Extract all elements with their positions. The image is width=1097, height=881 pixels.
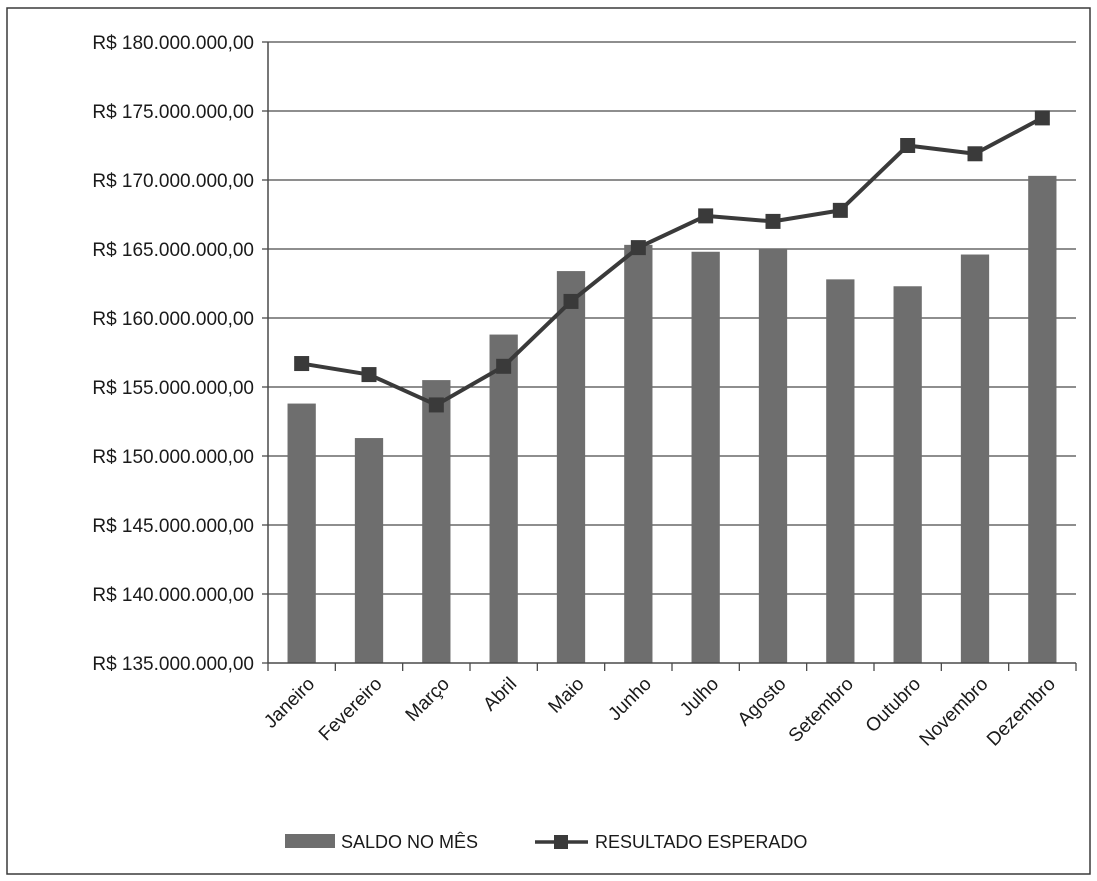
y-tick-label-5: R$ 160.000.000,00 — [92, 309, 254, 330]
y-axis: R$ 135.000.000,00 R$ 140.000.000,00 R$ 145… — [92, 33, 269, 675]
bar-fevereiro — [354, 438, 384, 663]
legend: SALDO NO MÊS RESULTADO ESPERADO — [285, 832, 807, 852]
y-tick-label-7: R$ 170.000.000,00 — [92, 171, 254, 192]
y-tick-label-3: R$ 150.000.000,00 — [92, 447, 254, 468]
bar-outubro — [893, 286, 922, 663]
bar-novembro — [960, 254, 990, 663]
line-marker-dezembro — [1034, 110, 1050, 126]
bar-maio — [556, 271, 586, 663]
line-marker-fevereiro — [361, 367, 377, 383]
bar-junho — [624, 244, 653, 664]
line-marker-setembro — [832, 202, 848, 218]
bar-agosto — [758, 249, 788, 663]
y-tick-label-4: R$ 155.000.000,00 — [92, 378, 254, 399]
line-marker-abril — [496, 358, 512, 374]
line-marker-janeiro — [294, 356, 310, 372]
y-tick-label-8: R$ 175.000.000,00 — [92, 102, 254, 123]
legend-label-saldo-no-mes: SALDO NO MÊS — [341, 832, 478, 852]
line-marker-julho — [698, 208, 714, 224]
legend-marker-resultado-esperado — [554, 835, 568, 849]
legend-swatch-saldo-no-mes — [285, 834, 335, 848]
bar-setembro — [826, 279, 855, 663]
line-marker-outubro — [900, 138, 916, 153]
line-marker-junho — [630, 240, 646, 256]
y-tick-label-1: R$ 140.000.000,00 — [92, 585, 254, 606]
line-marker-março — [428, 397, 444, 413]
line-marker-maio — [563, 293, 579, 309]
bars-saldo-no-mes — [287, 175, 1057, 664]
y-tick-label-2: R$ 145.000.000,00 — [92, 516, 254, 537]
line-path — [301, 116, 1044, 407]
y-tick-label-6: R$ 165.000.000,00 — [92, 240, 254, 261]
line-marker-agosto — [765, 213, 781, 229]
bar-março — [422, 380, 451, 663]
bar-janeiro — [287, 403, 316, 663]
line-marker-novembro — [967, 146, 983, 162]
line-resultado-esperado — [294, 110, 1050, 413]
bar-julho — [691, 251, 720, 663]
legend-label-resultado-esperado: RESULTADO ESPERADO — [595, 832, 807, 852]
gridlines — [268, 41, 1076, 595]
bar-abril — [489, 334, 518, 663]
bar-dezembro — [1028, 175, 1057, 664]
y-tick-label-0: R$ 135.000.000,00 — [92, 654, 254, 675]
y-tick-label-9: R$ 180.000.000,00 — [92, 33, 254, 54]
